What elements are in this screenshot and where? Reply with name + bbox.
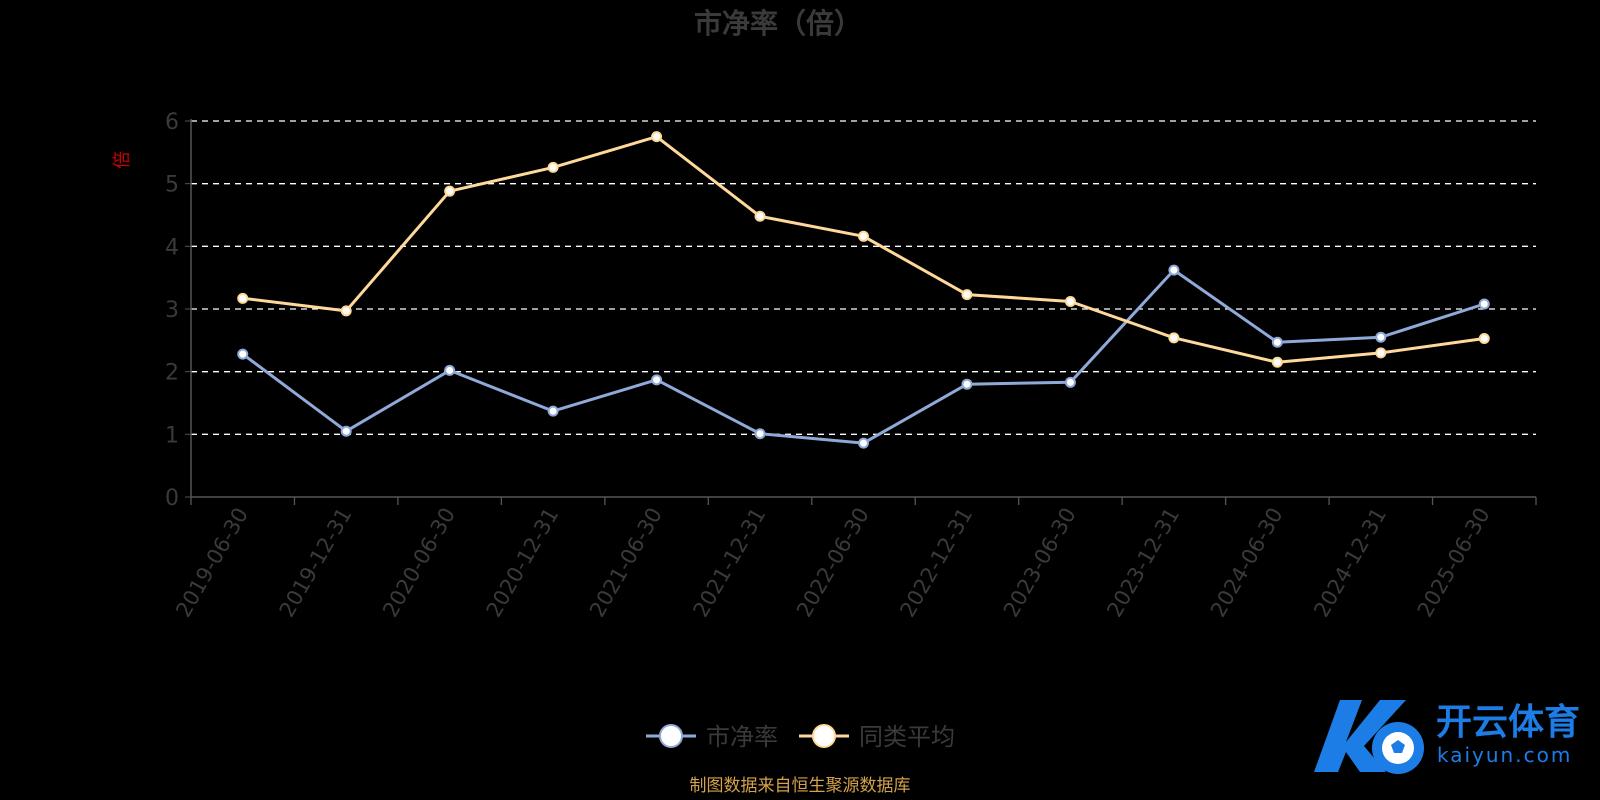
x-tick-label: 2019-06-30 — [171, 504, 253, 622]
data-point-0[interactable] — [1168, 264, 1180, 276]
data-point-1[interactable] — [1375, 347, 1387, 359]
data-point-0[interactable] — [1375, 331, 1387, 343]
x-tick-label: 2020-12-31 — [482, 504, 564, 622]
chart-title: 市净率（倍） — [694, 7, 862, 40]
data-point-1[interactable] — [1271, 356, 1283, 368]
legend-label-pb: 市净率 — [706, 723, 778, 751]
data-point-1[interactable] — [237, 292, 249, 304]
legend-item-peer-avg[interactable]: 同类平均 — [799, 723, 955, 751]
series-line-1 — [242, 135, 1485, 364]
series-lines — [237, 131, 1490, 449]
logo-text: 开云体育 — [1436, 702, 1580, 743]
x-tick-label: 2024-12-31 — [1309, 504, 1391, 622]
data-point-0[interactable] — [1064, 376, 1076, 388]
data-point-0[interactable] — [547, 405, 559, 417]
legend-marker-pb — [659, 724, 683, 748]
y-tick-label: 6 — [165, 110, 179, 135]
x-tick-label: 2022-12-31 — [895, 504, 977, 622]
data-point-0[interactable] — [754, 428, 766, 440]
x-tick-label: 2021-06-30 — [585, 504, 667, 622]
data-point-1[interactable] — [754, 210, 766, 222]
y-tick-label: 4 — [165, 235, 179, 260]
data-point-0[interactable] — [444, 364, 456, 376]
x-tick-label: 2023-12-31 — [1102, 504, 1184, 622]
data-point-1[interactable] — [1478, 332, 1490, 344]
data-point-0[interactable] — [858, 437, 869, 449]
x-tick-label: 2023-06-30 — [999, 504, 1081, 622]
data-point-0[interactable] — [1478, 298, 1490, 310]
data-point-0[interactable] — [961, 378, 973, 390]
data-point-1[interactable] — [961, 289, 973, 301]
series-line-0 — [241, 268, 1485, 445]
y-axis-label: 倍 — [112, 151, 133, 169]
x-tick-label: 2019-12-31 — [275, 504, 357, 622]
x-tick-label: 2022-06-30 — [792, 504, 874, 622]
y-tick-label: 1 — [165, 423, 179, 448]
y-tick-label: 0 — [165, 486, 179, 511]
source-note: 制图数据来自恒生聚源数据库 — [690, 776, 911, 796]
data-point-1[interactable] — [1168, 332, 1180, 344]
watermark-logo: 开云体育 kaiyun.com — [1314, 700, 1580, 774]
x-tick-label: 2024-06-30 — [1206, 504, 1288, 622]
y-tick-label: 2 — [165, 361, 179, 386]
data-point-0[interactable] — [237, 348, 249, 360]
data-point-1[interactable] — [858, 230, 869, 242]
data-point-0[interactable] — [340, 425, 352, 437]
x-tick-label: 2025-06-30 — [1413, 504, 1495, 622]
data-point-1[interactable] — [651, 131, 663, 143]
y-tick-label: 3 — [165, 298, 179, 323]
x-tick-label: 2021-12-31 — [689, 504, 771, 622]
logo-mark-icon — [1314, 700, 1424, 774]
legend-label-peer-avg: 同类平均 — [859, 723, 955, 751]
data-point-0[interactable] — [651, 374, 663, 386]
gridlines — [191, 120, 1536, 435]
data-point-1[interactable] — [444, 185, 456, 197]
data-point-1[interactable] — [547, 161, 559, 173]
legend[interactable]: 市净率 同类平均 — [646, 723, 955, 751]
legend-marker-peer-avg — [812, 724, 836, 748]
y-tick-label: 5 — [165, 173, 179, 198]
logo-subtext: kaiyun.com — [1437, 743, 1572, 767]
data-point-1[interactable] — [1064, 295, 1076, 307]
data-point-0[interactable] — [1271, 336, 1283, 348]
axes: 0 1 2 3 4 5 6 2019-06-30 2019-12-31 2020-06-30 202… — [165, 110, 1537, 622]
legend-item-pb[interactable]: 市净率 — [646, 723, 778, 751]
x-tick-label: 2020-06-30 — [378, 503, 460, 621]
data-point-1[interactable] — [340, 305, 352, 317]
